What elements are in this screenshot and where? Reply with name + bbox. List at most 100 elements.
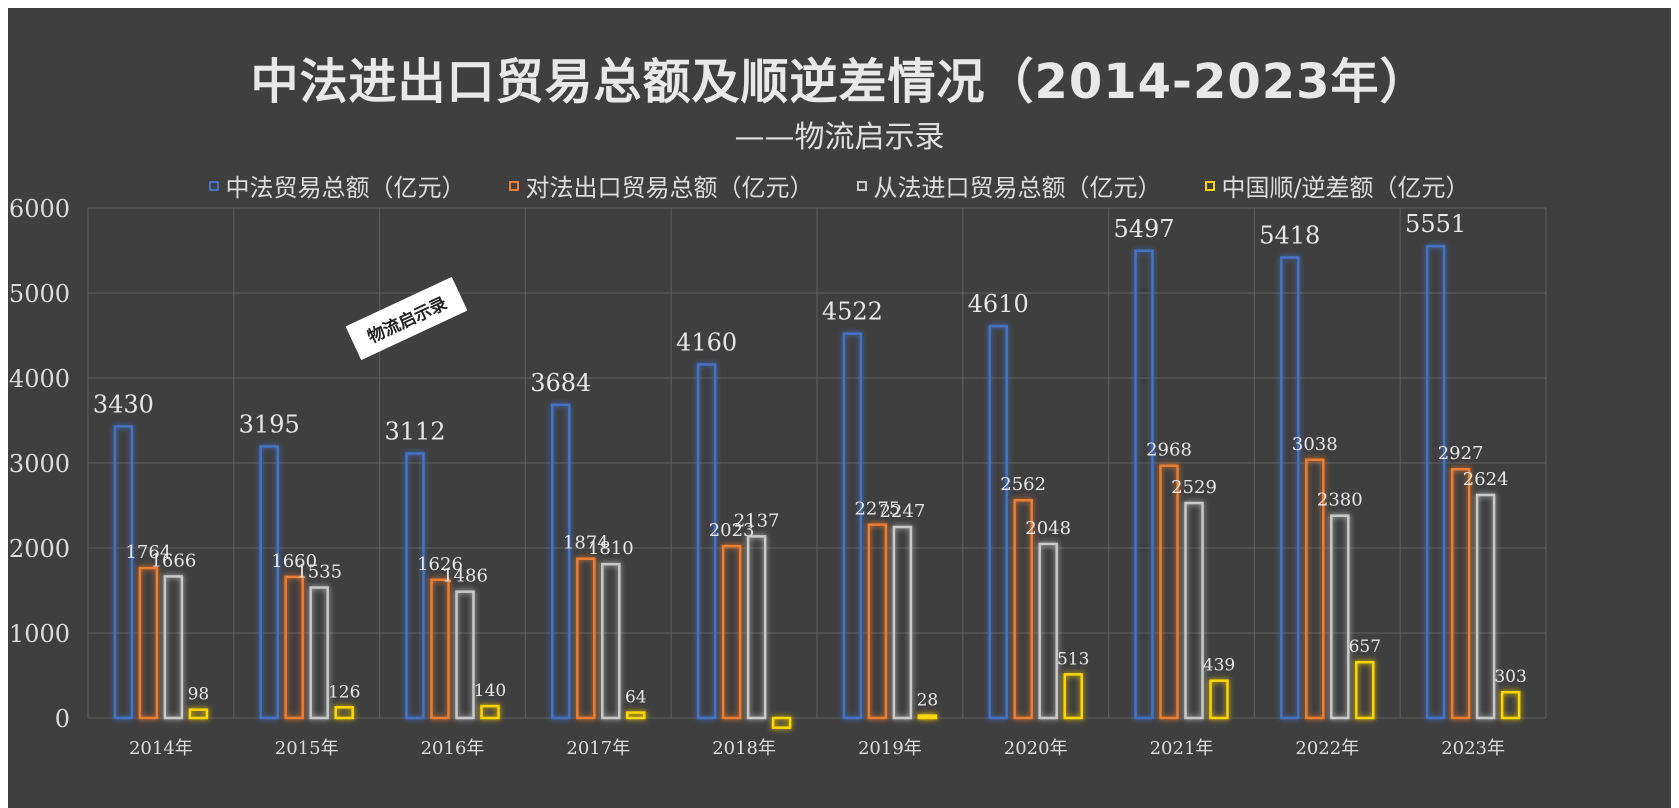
data-label: 1535: [296, 562, 342, 583]
bar: [405, 452, 425, 720]
x-tick-label: 2014年: [129, 738, 193, 759]
y-tick-label: 6000: [9, 195, 70, 223]
chart-title: 中法进出口贸易总额及顺逆差情况（2014-2023年）: [250, 54, 1429, 110]
x-tick-label: 2016年: [421, 738, 485, 759]
bar: [455, 590, 475, 720]
data-label: 4610: [968, 290, 1029, 318]
data-label: 3038: [1292, 434, 1338, 455]
x-tick-label: 2018年: [712, 738, 776, 759]
data-label: 303: [1494, 667, 1526, 687]
data-label: 2380: [1317, 490, 1363, 511]
legend-swatch-total: [209, 180, 220, 191]
data-label: 1666: [150, 550, 196, 571]
bar: [1013, 498, 1033, 720]
data-label: 64: [625, 688, 647, 708]
data-label: 3112: [384, 417, 445, 445]
bar: [1159, 464, 1179, 720]
data-label: 28: [917, 691, 939, 711]
bar: [284, 575, 304, 720]
legend-label-import: 从法进口贸易总额（亿元）: [873, 174, 1162, 202]
data-label: 513: [1057, 649, 1089, 669]
bar: [1500, 690, 1521, 720]
bar: [842, 332, 863, 720]
bar: [771, 716, 792, 729]
data-label: 3195: [239, 410, 300, 438]
bar: [1038, 542, 1058, 720]
data-label: 1626: [417, 554, 463, 575]
data-label: 5551: [1405, 210, 1466, 238]
bar: [721, 544, 742, 720]
data-label: 2968: [1146, 440, 1192, 461]
bar: [1184, 501, 1204, 720]
y-tick-label: 0: [55, 705, 70, 733]
data-label: 2927: [1438, 443, 1484, 464]
legend-item-balance: 中国顺/逆差额（亿元）: [1205, 168, 1470, 203]
data-label: 126: [328, 682, 360, 702]
bar: [917, 714, 938, 720]
legend-item-total: 中法贸易总额（亿元）: [209, 168, 465, 203]
bar: [696, 363, 717, 720]
y-tick-label: 4000: [9, 365, 70, 393]
y-tick-label: 3000: [9, 450, 70, 478]
data-label: 3430: [93, 390, 154, 418]
legend-item-export: 对法出口贸易总额（亿元）: [509, 168, 813, 203]
legend-swatch-export: [509, 180, 520, 191]
bar: [576, 557, 596, 720]
bar: [601, 562, 621, 720]
data-label: 5497: [1113, 215, 1174, 243]
data-label: 2624: [1463, 469, 1509, 490]
bar: [1330, 514, 1350, 720]
bar: [1425, 244, 1446, 720]
bar: [1475, 493, 1496, 720]
y-tick-label: 2000: [9, 535, 70, 563]
y-tick-label: 5000: [9, 280, 70, 308]
bar: [1305, 458, 1325, 720]
bar: [113, 425, 134, 720]
x-tick-label: 2021年: [1150, 738, 1214, 759]
legend-label-balance: 中国顺/逆差额（亿元）: [1221, 174, 1470, 202]
bar: [1355, 660, 1375, 720]
data-label: 3684: [530, 369, 591, 397]
bar: [1063, 673, 1083, 720]
data-label: 2275: [854, 499, 900, 520]
data-label: 98: [188, 685, 210, 705]
bar: [1450, 467, 1471, 720]
legend-item-import: 从法进口贸易总额（亿元）: [857, 168, 1161, 203]
data-label: 2023: [709, 520, 755, 541]
legend: 中法贸易总额（亿元） 对法出口贸易总额（亿元） 从法进口贸易总额（亿元） 中国顺…: [8, 168, 1671, 203]
x-tick-label: 2017年: [566, 738, 630, 759]
legend-label-export: 对法出口贸易总额（亿元）: [525, 174, 814, 202]
bar: [1209, 679, 1229, 720]
y-tick-label: 1000: [9, 620, 70, 648]
data-label: 1874: [563, 533, 609, 554]
bar: [334, 706, 354, 720]
data-label: 2562: [1000, 474, 1046, 495]
x-tick-label: 2023年: [1441, 738, 1505, 759]
legend-label-total: 中法贸易总额（亿元）: [225, 174, 466, 202]
bar: [138, 566, 159, 720]
data-label: 1486: [442, 566, 488, 587]
data-label: 1660: [271, 551, 317, 572]
data-label: 2137: [734, 510, 780, 531]
bar: [163, 575, 184, 720]
data-label: 2247: [879, 501, 925, 522]
bar: [867, 523, 888, 720]
bar: [309, 586, 329, 720]
bar: [259, 445, 279, 720]
x-tick-label: 2022年: [1295, 738, 1359, 759]
x-tick-label: 2019年: [858, 738, 922, 759]
bar: [892, 525, 913, 720]
bar: [188, 708, 209, 720]
chart-subtitle: ——物流启示录: [734, 120, 945, 155]
bar: [988, 324, 1008, 720]
data-label: 2048: [1025, 518, 1071, 539]
data-label: 140: [474, 681, 506, 701]
bar: [551, 403, 571, 720]
bar: [626, 711, 646, 720]
bar: [746, 535, 767, 720]
data-label: 4522: [822, 298, 883, 326]
legend-swatch-import: [857, 180, 868, 191]
bar: [480, 704, 500, 720]
data-label: 4160: [676, 328, 737, 356]
